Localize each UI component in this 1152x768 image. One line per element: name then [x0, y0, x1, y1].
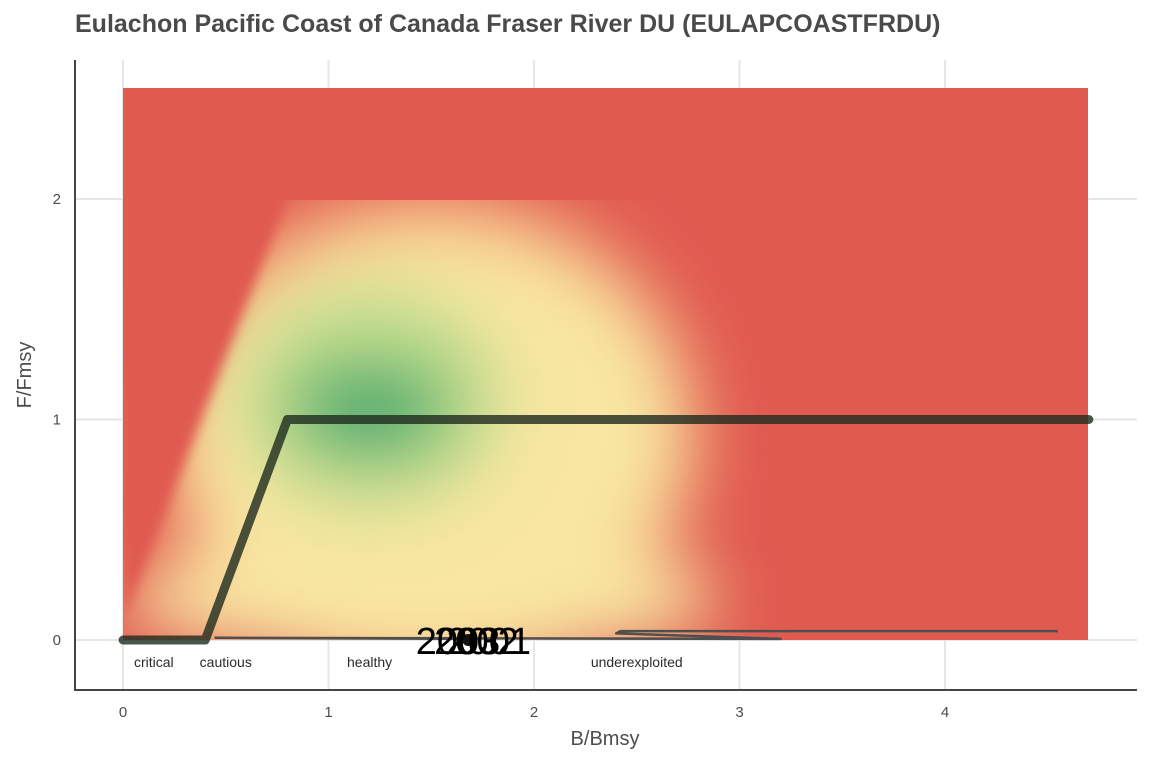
heatmap-top-red	[123, 88, 1088, 200]
heatmap-critical-wedge	[123, 88, 287, 620]
x-tick-label: 3	[735, 704, 743, 721]
y-tick-label: 2	[53, 191, 61, 208]
hcr-line	[118, 415, 1094, 645]
year-label: 2002	[434, 621, 519, 663]
zone-label: healthy	[347, 654, 392, 670]
trajectory-line	[214, 629, 1059, 641]
status-heatmap	[123, 88, 1088, 640]
harvest-control-rule	[118, 415, 1094, 645]
current-point	[462, 634, 475, 646]
year-label: 2001	[447, 621, 532, 663]
x-tick-label: 2	[530, 704, 538, 721]
tick-labels: 0 1 2 3 4 0 1 2	[53, 191, 950, 721]
zone-label: underexploited	[591, 654, 683, 670]
y-tick-label: 0	[53, 632, 61, 649]
axes	[74, 60, 1137, 691]
trajectory	[214, 629, 1059, 646]
zone-labels: critical cautious healthy underexploited	[134, 654, 683, 670]
heatmap-band-green	[290, 365, 450, 455]
zone-label: critical	[134, 654, 174, 670]
x-tick-label: 1	[324, 704, 332, 721]
x-tick-label: 0	[119, 704, 127, 721]
y-axis-title: F/Fmsy	[14, 342, 36, 409]
heatmap-band-yellow-low	[123, 540, 720, 640]
chart-title: Eulachon Pacific Coast of Canada Fraser …	[75, 10, 941, 38]
x-tick-label: 4	[941, 704, 949, 721]
y-tick-label: 1	[53, 412, 61, 429]
year-label: 2003	[416, 621, 501, 663]
zone-label: cautious	[200, 654, 252, 670]
x-axis-title: B/Bmsy	[571, 728, 640, 750]
